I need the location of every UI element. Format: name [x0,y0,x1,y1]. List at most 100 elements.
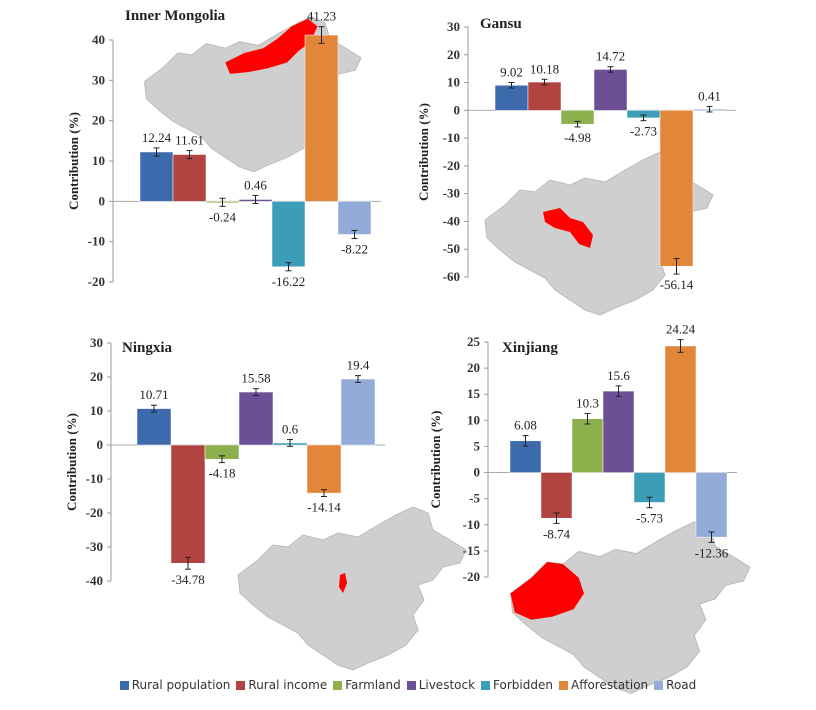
data-label: -56.14 [660,277,694,292]
error-bar [522,435,529,447]
data-label: -8.22 [341,242,368,257]
bar-rural-population [494,85,529,111]
y-tick-label: -10 [463,517,480,532]
legend-label: Forbidden [493,678,553,692]
error-bar [607,66,614,73]
china-map-icon [509,521,751,694]
data-label: 10.3 [576,396,599,411]
y-tick-label: 20 [447,47,460,62]
legend-label: Rural income [248,678,328,692]
legend-label: Rural population [131,678,231,692]
data-label: 11.61 [175,132,204,147]
error-bar [219,455,225,464]
y-axis-label: Contribution (%) [66,112,81,210]
bar-livestock [602,390,635,473]
legend-item-livestock: Livestock [406,678,475,692]
legend-item-rural-income: Rural income [236,678,327,692]
chart-panel-xinjiang: -20 -15 -10 -5 0 5 10 15 20 25 Contribution (%) Xin… [428,322,751,694]
legend-item-farmland: Farmland [333,678,401,692]
error-bar [673,257,680,275]
data-label: 0.6 [282,422,299,437]
data-label: -4.98 [564,130,591,145]
data-label: 12.24 [142,130,172,145]
error-bar [640,114,647,122]
bar-afforestation [304,34,339,202]
province-highlight [543,208,593,248]
data-label: -8.74 [543,526,571,541]
y-tick-label: -10 [86,471,103,486]
error-bar [253,388,259,396]
y-tick-label: -15 [463,543,481,558]
y-tick-label: 30 [447,19,460,34]
error-bar [677,339,684,353]
y-tick-label: -20 [443,158,460,173]
y-tick-label: -60 [443,269,460,284]
y-tick-label: 20 [467,360,480,375]
y-tick-label: -20 [86,505,103,520]
error-bar [186,149,193,160]
error-bar [219,197,226,207]
legend-label: Road [666,678,697,692]
data-label: 0.46 [244,177,267,192]
error-bar [708,531,715,543]
legend-item-road: Road [654,678,696,692]
legend-label: Farmland [345,678,401,692]
data-label: -0.24 [209,209,237,224]
bar-rural-income [540,472,573,519]
data-label: 9.02 [500,65,523,80]
chart-panel-ningxia: -40 -30 -20 -10 0 10 20 30 Contribution (%) Ningx… [64,335,467,671]
province-highlight [510,562,584,620]
error-bar [185,556,191,570]
error-bar [287,439,293,447]
data-label: -14.14 [307,499,341,514]
bar-livestock [238,391,274,446]
y-tick-label: 0 [97,437,104,452]
bar-afforestation [659,110,694,267]
error-bar [508,82,515,89]
data-label: 15.6 [607,368,630,383]
legend-item-rural-population: Rural population [119,678,231,692]
y-tick-label: -30 [86,539,103,554]
y-tick-label: 30 [92,72,105,87]
y-axis-label: Contribution (%) [64,413,79,511]
data-label: -4.18 [208,466,235,481]
y-tick-label: 10 [90,403,103,418]
error-bar [553,512,560,524]
y-tick-label: 20 [90,369,103,384]
province-highlight [225,18,318,74]
bar-afforestation [306,444,342,494]
error-bar [574,120,581,128]
china-outline [509,521,751,694]
legend-swatch [654,681,664,690]
y-tick-label: 10 [447,75,460,90]
bar-livestock [593,69,628,111]
data-label: 19.4 [347,358,370,373]
data-label: -5.73 [636,511,663,526]
bar-road [695,472,728,538]
error-bar [584,413,591,425]
y-tick-label: -10 [88,234,105,249]
data-label: -34.78 [171,572,205,587]
chart-panel-inner-mongolia: -20 -10 0 10 20 30 40 Contribution (%) Inner Mon… [66,8,381,289]
y-tick-label: 0 [474,465,481,480]
error-bar [541,78,548,86]
legend-item-forbidden: Forbidden [481,678,553,692]
legend-swatch [236,681,246,690]
y-tick-label: -40 [443,213,460,228]
legend-swatch [119,681,129,690]
panel-title: Gansu [480,16,522,32]
legend-label: Afforestation [570,678,649,692]
error-bar [351,229,358,240]
y-tick-label: -20 [463,569,480,584]
legend: Rural population Rural income Farmland Live… [0,678,816,692]
bar-rural-income [170,444,206,564]
bar-rural-population [136,408,172,446]
bar-rural-population [139,151,174,202]
y-tick-label: -20 [88,274,105,289]
y-tick-label: 0 [454,102,461,117]
y-tick-label: 25 [467,334,481,349]
legend-swatch [481,681,491,690]
legend-swatch [558,681,568,690]
error-bar [706,105,713,113]
